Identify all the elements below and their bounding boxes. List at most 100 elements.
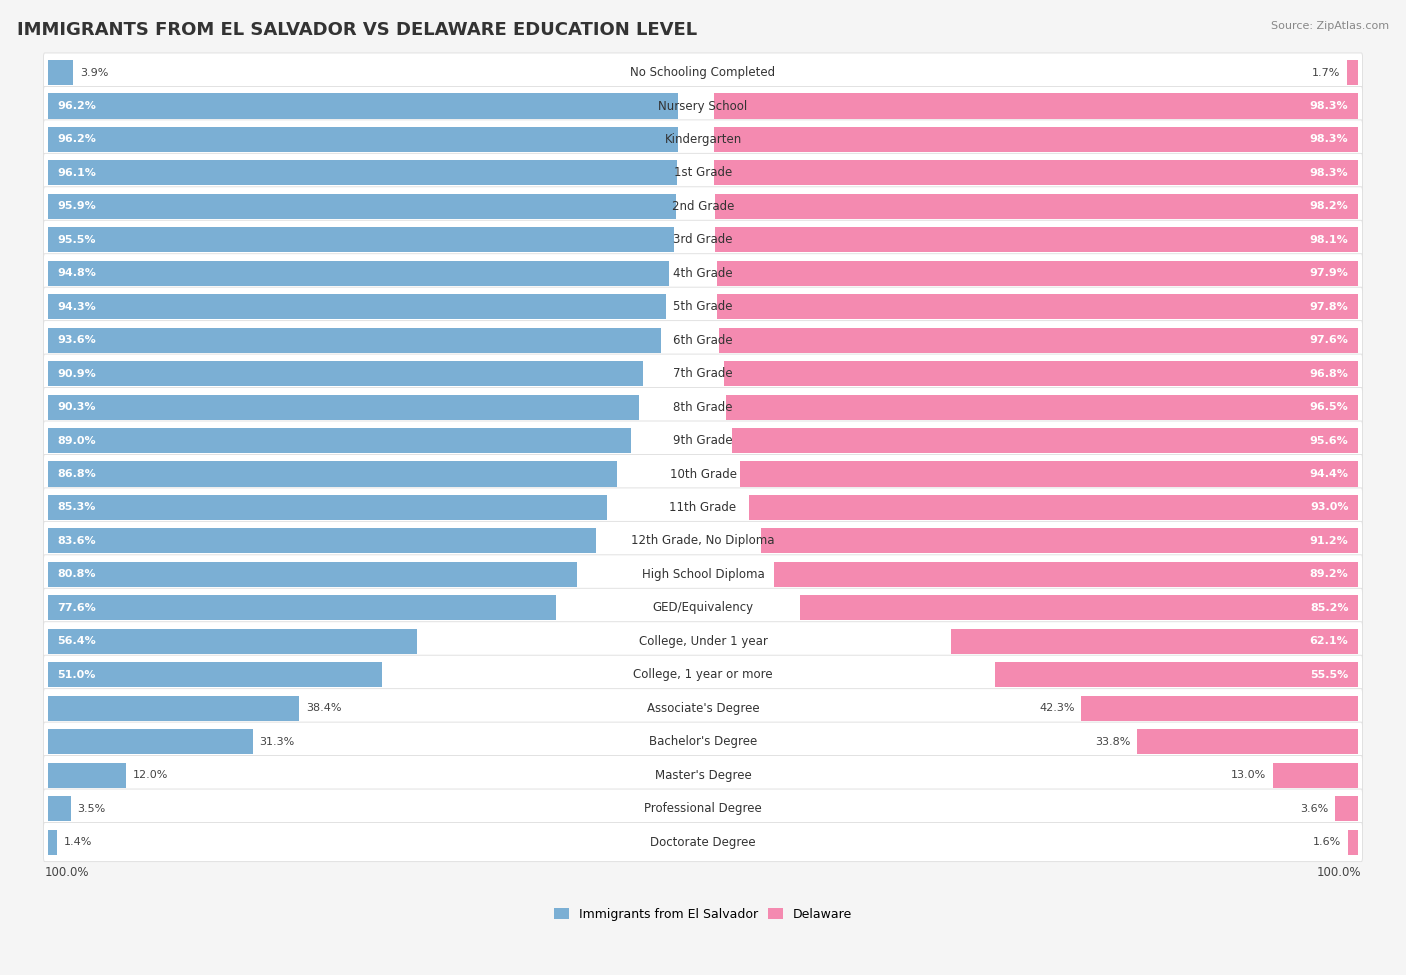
Text: IMMIGRANTS FROM EL SALVADOR VS DELAWARE EDUCATION LEVEL: IMMIGRANTS FROM EL SALVADOR VS DELAWARE … bbox=[17, 21, 697, 39]
Text: 96.5%: 96.5% bbox=[1309, 402, 1348, 412]
FancyBboxPatch shape bbox=[44, 254, 1362, 292]
FancyBboxPatch shape bbox=[44, 187, 1362, 226]
Text: 86.8%: 86.8% bbox=[58, 469, 97, 479]
FancyBboxPatch shape bbox=[44, 421, 1362, 460]
Text: 94.3%: 94.3% bbox=[58, 301, 97, 312]
Bar bbox=[48, 495, 606, 520]
Bar bbox=[48, 662, 382, 687]
FancyBboxPatch shape bbox=[44, 87, 1362, 126]
Text: Nursery School: Nursery School bbox=[658, 99, 748, 112]
Text: 90.9%: 90.9% bbox=[58, 369, 97, 378]
Bar bbox=[48, 461, 616, 487]
Text: 95.9%: 95.9% bbox=[58, 202, 97, 212]
FancyBboxPatch shape bbox=[44, 153, 1362, 192]
Text: 42.3%: 42.3% bbox=[1039, 703, 1074, 714]
Text: 100.0%: 100.0% bbox=[1317, 866, 1361, 878]
Text: 8th Grade: 8th Grade bbox=[673, 401, 733, 413]
Text: 83.6%: 83.6% bbox=[58, 536, 96, 546]
Text: 31.3%: 31.3% bbox=[259, 737, 295, 747]
FancyBboxPatch shape bbox=[44, 321, 1362, 360]
FancyBboxPatch shape bbox=[44, 522, 1362, 561]
Text: 1.6%: 1.6% bbox=[1313, 838, 1341, 847]
Bar bbox=[48, 60, 73, 85]
Text: College, 1 year or more: College, 1 year or more bbox=[633, 668, 773, 682]
Text: 89.2%: 89.2% bbox=[1309, 569, 1348, 579]
Text: 7th Grade: 7th Grade bbox=[673, 368, 733, 380]
Text: 95.5%: 95.5% bbox=[58, 235, 96, 245]
Bar bbox=[714, 127, 1358, 152]
Text: 97.6%: 97.6% bbox=[1309, 335, 1348, 345]
Text: 5th Grade: 5th Grade bbox=[673, 300, 733, 313]
Text: 1st Grade: 1st Grade bbox=[673, 167, 733, 179]
Text: Professional Degree: Professional Degree bbox=[644, 802, 762, 815]
FancyBboxPatch shape bbox=[44, 288, 1362, 327]
Bar bbox=[716, 227, 1358, 253]
Text: 93.0%: 93.0% bbox=[1310, 502, 1348, 513]
Bar bbox=[48, 395, 640, 419]
FancyBboxPatch shape bbox=[44, 454, 1362, 493]
Bar bbox=[48, 796, 70, 821]
Text: 89.0%: 89.0% bbox=[58, 436, 96, 446]
Text: High School Diploma: High School Diploma bbox=[641, 567, 765, 581]
Text: 85.2%: 85.2% bbox=[1310, 603, 1348, 613]
Text: 12th Grade, No Diploma: 12th Grade, No Diploma bbox=[631, 534, 775, 547]
Text: 11th Grade: 11th Grade bbox=[669, 501, 737, 514]
Text: 1.4%: 1.4% bbox=[63, 838, 91, 847]
Bar bbox=[48, 160, 678, 185]
Bar bbox=[48, 629, 418, 654]
Text: 3.5%: 3.5% bbox=[77, 803, 105, 813]
Bar bbox=[724, 361, 1358, 386]
Text: 38.4%: 38.4% bbox=[307, 703, 342, 714]
FancyBboxPatch shape bbox=[44, 120, 1362, 159]
Text: 98.1%: 98.1% bbox=[1309, 235, 1348, 245]
Text: 3.9%: 3.9% bbox=[80, 67, 108, 78]
Text: 1.7%: 1.7% bbox=[1312, 67, 1340, 78]
FancyBboxPatch shape bbox=[44, 588, 1362, 628]
Bar bbox=[48, 361, 644, 386]
Bar bbox=[1081, 696, 1358, 721]
Text: 10th Grade: 10th Grade bbox=[669, 468, 737, 481]
Bar bbox=[48, 729, 253, 755]
Text: 80.8%: 80.8% bbox=[58, 569, 96, 579]
Text: 3rd Grade: 3rd Grade bbox=[673, 233, 733, 247]
Bar bbox=[48, 428, 631, 453]
Text: 91.2%: 91.2% bbox=[1309, 536, 1348, 546]
Bar bbox=[952, 629, 1358, 654]
Bar bbox=[1347, 60, 1358, 85]
Text: 2nd Grade: 2nd Grade bbox=[672, 200, 734, 213]
Bar bbox=[994, 662, 1358, 687]
Text: 85.3%: 85.3% bbox=[58, 502, 96, 513]
Text: 94.8%: 94.8% bbox=[58, 268, 97, 278]
Bar bbox=[48, 328, 661, 353]
Text: 97.9%: 97.9% bbox=[1309, 268, 1348, 278]
Text: Kindergarten: Kindergarten bbox=[665, 133, 741, 146]
FancyBboxPatch shape bbox=[44, 722, 1362, 761]
Bar bbox=[48, 830, 56, 855]
Bar bbox=[714, 160, 1358, 185]
FancyBboxPatch shape bbox=[44, 387, 1362, 427]
Text: 100.0%: 100.0% bbox=[45, 866, 89, 878]
Text: 51.0%: 51.0% bbox=[58, 670, 96, 680]
Text: 97.8%: 97.8% bbox=[1309, 301, 1348, 312]
Text: 9th Grade: 9th Grade bbox=[673, 434, 733, 448]
Bar bbox=[718, 328, 1358, 353]
Bar bbox=[714, 94, 1358, 119]
Text: 4th Grade: 4th Grade bbox=[673, 267, 733, 280]
FancyBboxPatch shape bbox=[44, 354, 1362, 393]
Bar bbox=[740, 461, 1358, 487]
FancyBboxPatch shape bbox=[44, 756, 1362, 795]
Text: 98.3%: 98.3% bbox=[1310, 101, 1348, 111]
Text: GED/Equivalency: GED/Equivalency bbox=[652, 602, 754, 614]
Text: 3.6%: 3.6% bbox=[1301, 803, 1329, 813]
Text: 93.6%: 93.6% bbox=[58, 335, 97, 345]
Bar bbox=[717, 260, 1358, 286]
Legend: Immigrants from El Salvador, Delaware: Immigrants from El Salvador, Delaware bbox=[548, 903, 858, 926]
FancyBboxPatch shape bbox=[44, 823, 1362, 862]
Bar bbox=[749, 495, 1358, 520]
FancyBboxPatch shape bbox=[44, 488, 1362, 527]
Text: Source: ZipAtlas.com: Source: ZipAtlas.com bbox=[1271, 21, 1389, 31]
Text: Master's Degree: Master's Degree bbox=[655, 768, 751, 782]
Text: Bachelor's Degree: Bachelor's Degree bbox=[650, 735, 756, 748]
Text: 13.0%: 13.0% bbox=[1232, 770, 1267, 780]
Bar bbox=[48, 94, 678, 119]
